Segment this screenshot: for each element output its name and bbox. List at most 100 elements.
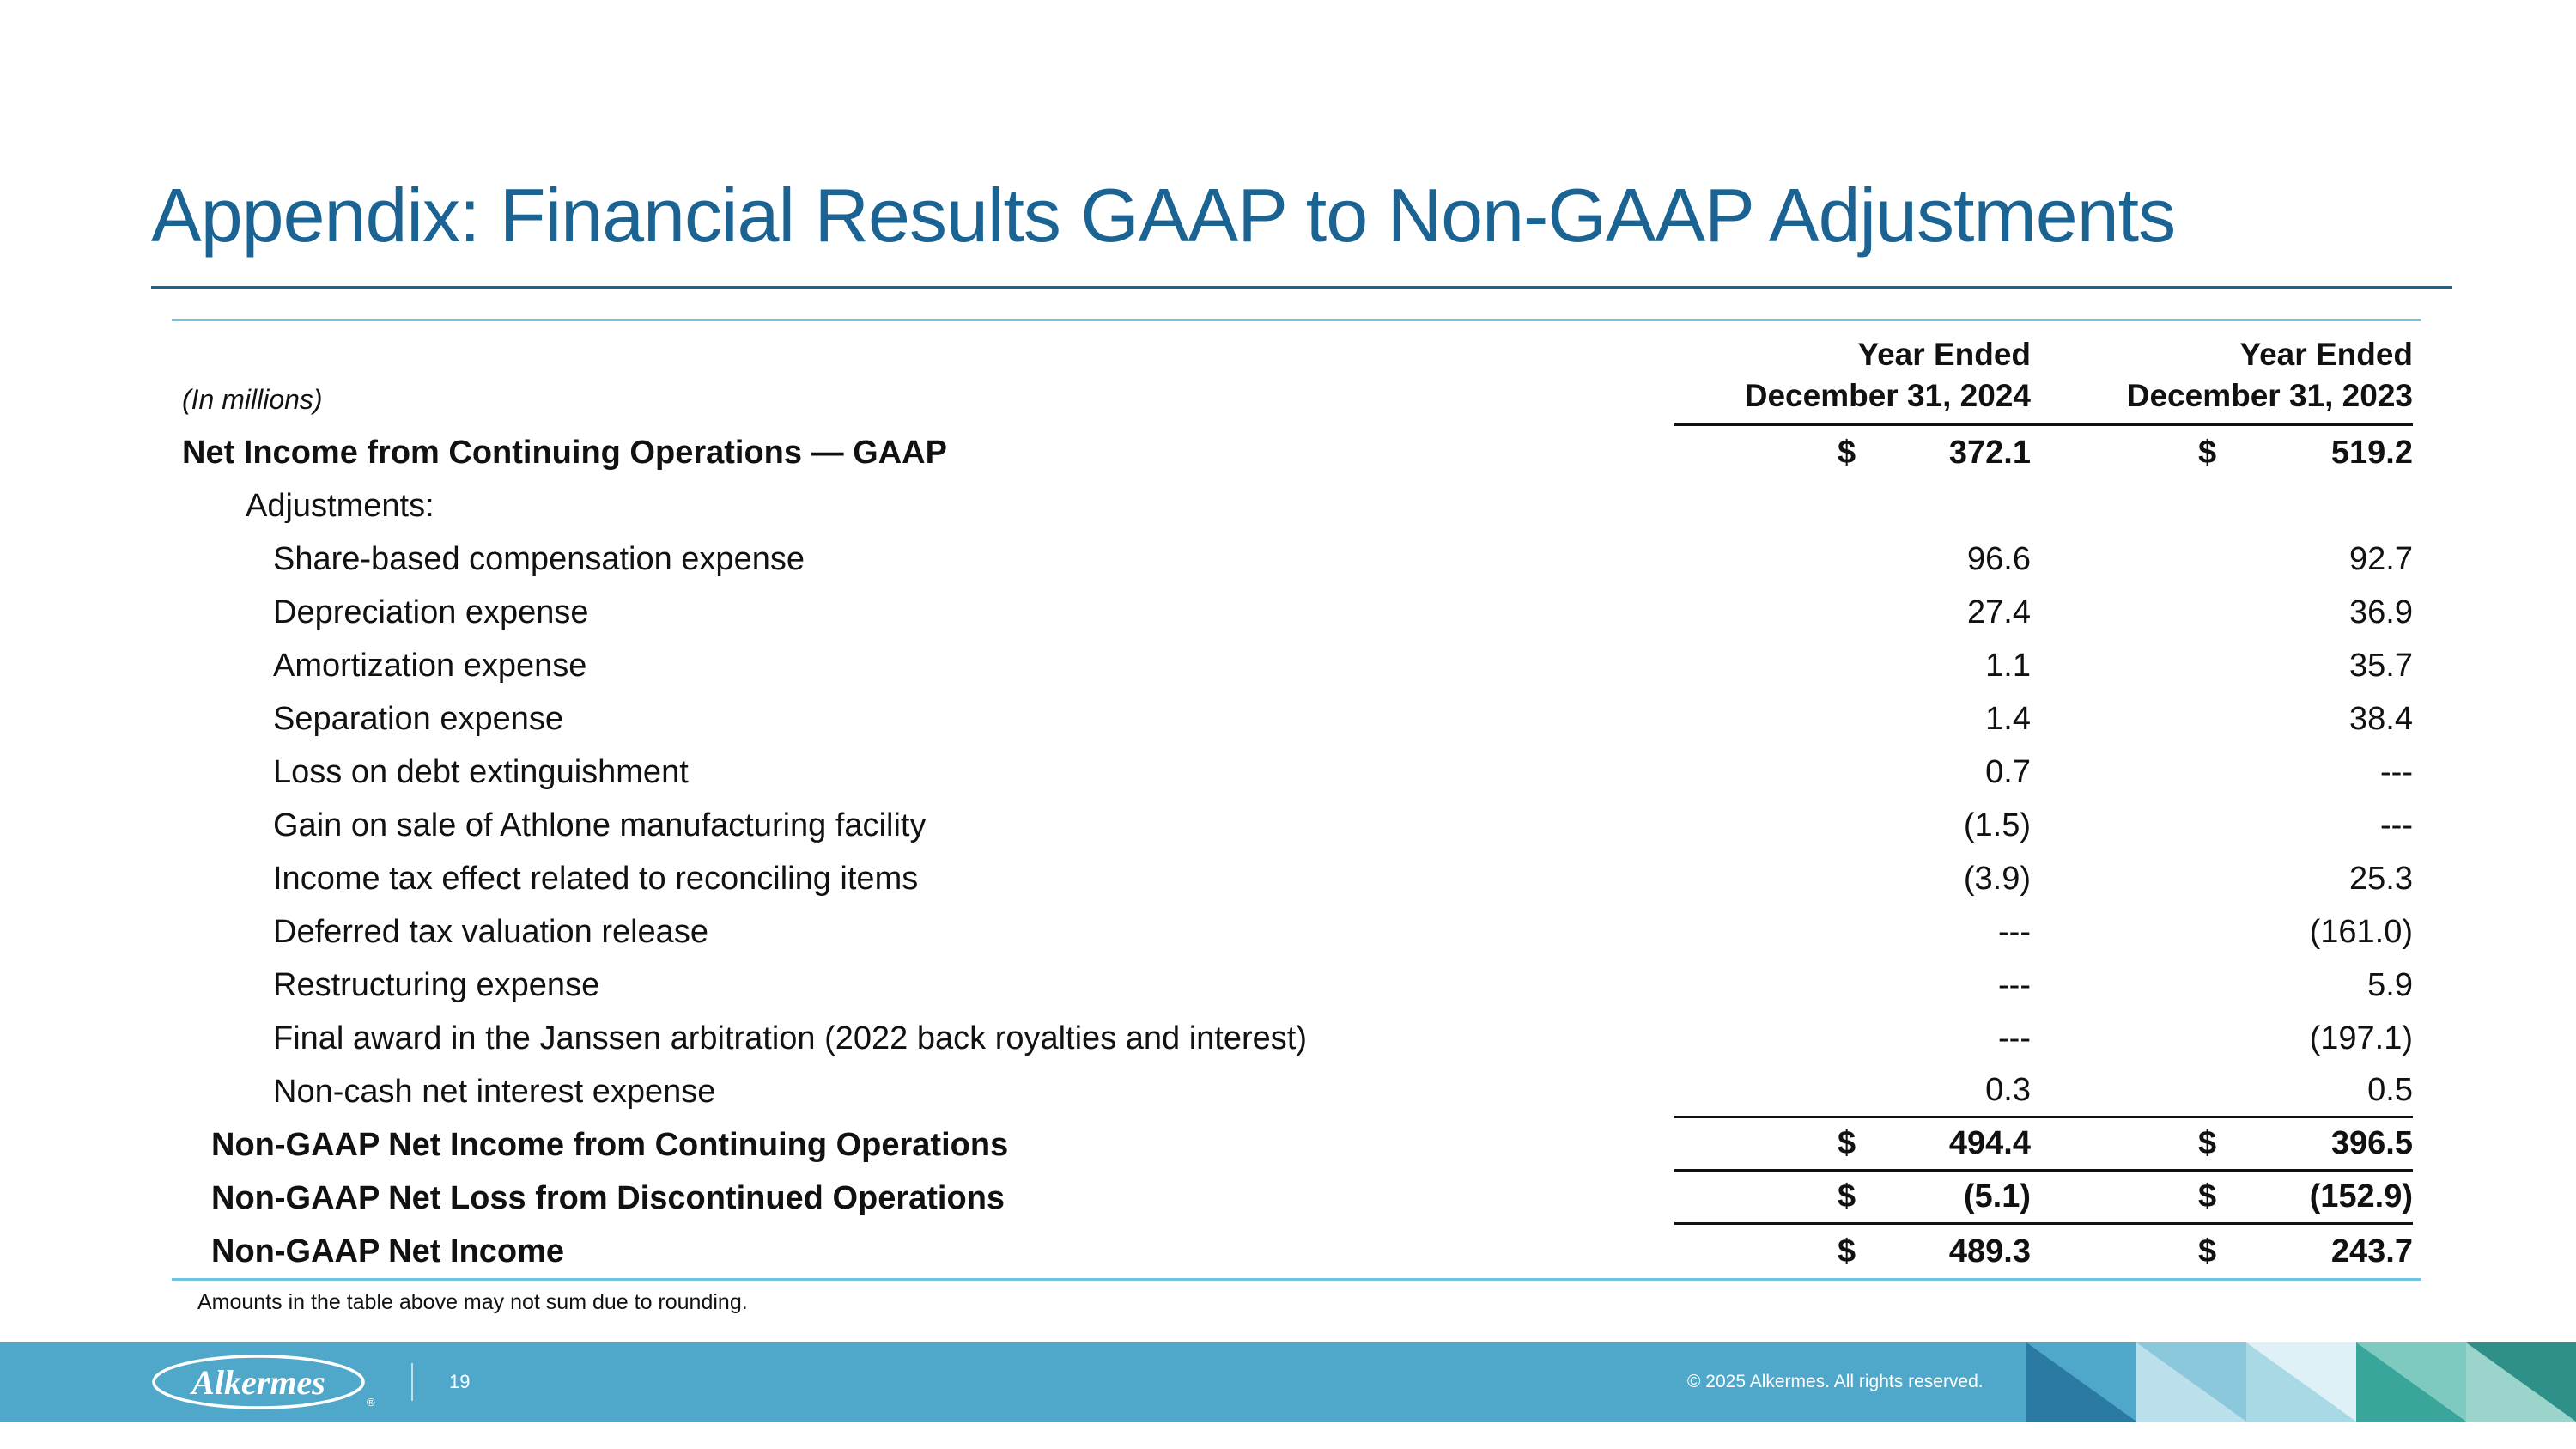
value: 27.4 xyxy=(1967,594,2031,630)
row-label: Deferred tax valuation release xyxy=(273,913,708,950)
row-label: Net Income from Continuing Operations — … xyxy=(182,434,947,471)
row-label: Non-GAAP Net Loss from Discontinued Oper… xyxy=(211,1179,1005,1216)
row-values: --- 5.9 xyxy=(1674,959,2413,1012)
value-cell: 5.9 xyxy=(2078,967,2413,1004)
value: 489.3 xyxy=(1948,1233,2031,1269)
table-row: Non-cash net interest expense 0.3 0.5 xyxy=(172,1065,2421,1118)
value-cell: $372.1 xyxy=(1674,435,2031,472)
row-label: Gain on sale of Athlone manufacturing fa… xyxy=(273,807,927,843)
footer-decor-square xyxy=(2026,1342,2136,1422)
value-cell: $396.5 xyxy=(2078,1125,2413,1162)
footer-separator xyxy=(411,1363,413,1401)
row-values: (1.5) --- xyxy=(1674,799,2413,852)
row-label: Non-cash net interest expense xyxy=(273,1073,716,1110)
value-cell: (161.0) xyxy=(2078,914,2413,951)
value: 92.7 xyxy=(2349,540,2413,577)
value-cell: $ (5.1) xyxy=(1674,1178,2031,1215)
row-label: Income tax effect related to reconciling… xyxy=(273,860,919,897)
value: 0.3 xyxy=(1985,1072,2031,1108)
table-row: Gain on sale of Athlone manufacturing fa… xyxy=(172,799,2421,852)
value-cell: (1.5) xyxy=(1674,807,2031,844)
row-values: --- (197.1) xyxy=(1674,1012,2413,1065)
column-headers: Year Ended December 31, 2024 Year Ended … xyxy=(1674,321,2413,426)
value-cell: 25.3 xyxy=(2078,861,2413,898)
row-values: --- (161.0) xyxy=(1674,905,2413,959)
table-row: Adjustments: xyxy=(172,479,2421,533)
value-cell: $489.3 xyxy=(1674,1233,2031,1270)
row-values: $372.1 $519.2 xyxy=(1674,426,2413,479)
value: (1.5) xyxy=(1963,807,2031,843)
row-values: 1.1 35.7 xyxy=(1674,639,2413,692)
date-label: December 31, 2024 xyxy=(1744,377,2031,413)
value: (161.0) xyxy=(2309,913,2413,950)
value-cell: 92.7 xyxy=(2078,541,2413,578)
copyright-text: © 2025 Alkermes. All rights reserved. xyxy=(1687,1372,1984,1391)
row-values: $489.3 $243.7 xyxy=(1674,1225,2413,1278)
value: (197.1) xyxy=(2309,1020,2413,1056)
value: (5.1) xyxy=(1963,1178,2031,1215)
value-cell: 27.4 xyxy=(1674,594,2031,631)
value: 243.7 xyxy=(2330,1233,2413,1269)
value: 25.3 xyxy=(2349,860,2413,897)
row-values: 27.4 36.9 xyxy=(1674,586,2413,639)
footer-decor-square xyxy=(2136,1342,2246,1422)
row-label: Non-GAAP Net Income xyxy=(211,1233,565,1269)
value-cell: (3.9) xyxy=(1674,861,2031,898)
footer-decor-square xyxy=(2246,1342,2356,1422)
value: (152.9) xyxy=(2309,1178,2413,1215)
currency-symbol: $ xyxy=(2198,1125,2217,1161)
value-cell: --- xyxy=(2078,754,2413,791)
value-cell: 0.7 xyxy=(1674,754,2031,791)
footer-decor-square xyxy=(2356,1342,2466,1422)
value-cell: --- xyxy=(2078,807,2413,844)
row-values: $494.4 $396.5 xyxy=(1674,1118,2413,1172)
row-label: Share-based compensation expense xyxy=(273,540,805,577)
currency-symbol: $ xyxy=(1838,1125,1856,1161)
row-values: 1.4 38.4 xyxy=(1674,692,2413,746)
value-cell: $494.4 xyxy=(1674,1125,2031,1162)
page-number: 19 xyxy=(449,1371,471,1392)
table-row: Restructuring expense --- 5.9 xyxy=(172,959,2421,1012)
value: 35.7 xyxy=(2349,647,2413,684)
value-cell: 1.1 xyxy=(1674,648,2031,685)
row-label: Adjustments: xyxy=(246,487,434,524)
row-label: Restructuring expense xyxy=(273,966,600,1003)
row-label: Depreciation expense xyxy=(273,594,589,630)
registered-mark: ® xyxy=(367,1396,375,1409)
table-row: Amortization expense 1.1 35.7 xyxy=(172,639,2421,692)
table-row: Income tax effect related to reconciling… xyxy=(172,852,2421,905)
table-row: Loss on debt extinguishment 0.7 --- xyxy=(172,746,2421,799)
table-row: Net Income from Continuing Operations — … xyxy=(172,426,2421,479)
footer-decor-square xyxy=(2466,1342,2576,1422)
row-values: (3.9) 25.3 xyxy=(1674,852,2413,905)
value-cell: 0.3 xyxy=(1674,1072,2031,1109)
value: --- xyxy=(1998,966,2031,1003)
row-values xyxy=(1674,479,2413,533)
value-cell: --- xyxy=(1674,914,2031,951)
row-label: Separation expense xyxy=(273,700,564,737)
value: 36.9 xyxy=(2349,594,2413,630)
value: 1.4 xyxy=(1985,700,2031,737)
value: --- xyxy=(1998,1020,2031,1056)
period-label: Year Ended xyxy=(2239,336,2413,372)
value: 0.5 xyxy=(2367,1072,2413,1108)
value-cell: $243.7 xyxy=(2078,1233,2413,1270)
footer-decor xyxy=(2026,1342,2576,1422)
value: 0.7 xyxy=(1985,753,2031,790)
value: 5.9 xyxy=(2367,966,2413,1003)
value: --- xyxy=(2380,753,2413,790)
value-cell: 96.6 xyxy=(1674,541,2031,578)
value: --- xyxy=(1998,913,2031,950)
value: 494.4 xyxy=(1948,1125,2031,1161)
row-values: 0.7 --- xyxy=(1674,746,2413,799)
value: 519.2 xyxy=(2330,434,2413,471)
row-values: 96.6 92.7 xyxy=(1674,533,2413,586)
value: (3.9) xyxy=(1963,860,2031,897)
alkermes-logo-graphic: Alkermes ® xyxy=(152,1355,375,1409)
table-row: Depreciation expense 27.4 36.9 xyxy=(172,586,2421,639)
value: 372.1 xyxy=(1948,434,2031,471)
currency-symbol: $ xyxy=(2198,434,2217,471)
value-cell: --- xyxy=(1674,1020,2031,1057)
value-cell: $519.2 xyxy=(2078,435,2413,472)
